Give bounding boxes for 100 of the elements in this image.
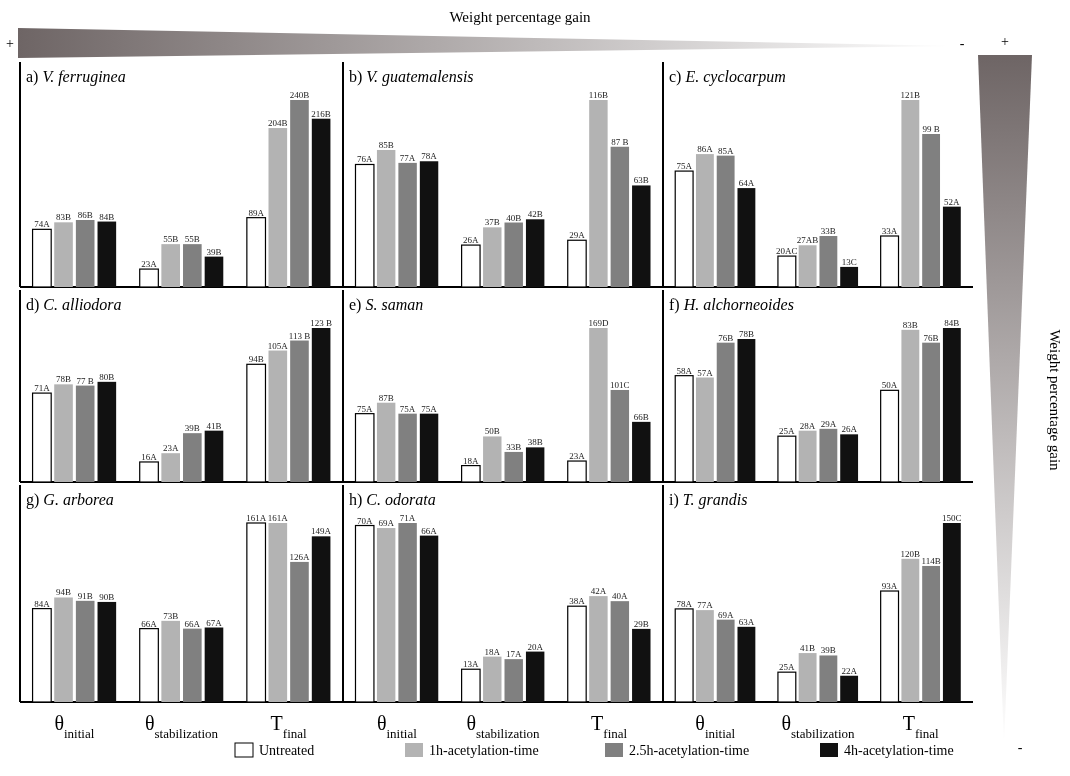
data-label: 20A [527,641,544,652]
bar [483,656,502,702]
bar [483,436,502,482]
x-tick-label: θ$_{initial}$ [695,712,736,741]
text: + [1001,34,1010,49]
data-label: 55B [163,234,179,245]
data-label: 37B [484,217,500,228]
bar [204,256,224,287]
bar [901,100,920,287]
data-label: 101C [610,379,630,390]
bar [589,328,608,482]
bar [75,385,95,482]
data-label: 149A [311,526,332,537]
chart-title: i) T. grandis [669,491,748,509]
data-label: 77A [697,600,714,611]
bar [376,528,396,702]
bar [504,659,523,702]
bar [97,381,117,482]
data-label: 58A [676,365,693,376]
data-label: 85B [378,139,394,150]
bar [942,328,961,482]
data-label: 74A [34,219,51,230]
bar [589,100,608,287]
bar [419,161,439,287]
bar [525,219,545,287]
bar [737,626,756,702]
x-tick-label: θ$_{stabilization}$ [781,712,856,741]
data-label: 240B [289,90,310,100]
bar [942,523,961,702]
bar [922,565,941,702]
bar [204,430,224,482]
data-label: 33B [820,226,836,236]
data-label: 84B [99,211,115,222]
data-label: 26A [841,424,858,435]
data-label: 73B [163,610,179,621]
bar [376,149,396,287]
data-label: 76B [718,332,734,343]
data-label: 161A [267,513,289,523]
bar [901,329,920,482]
data-label: 113 B [288,330,311,341]
bar [161,620,180,702]
bar [798,653,817,702]
data-label: 86A [697,144,714,155]
chart-title: f) H. alchorneoides [669,296,794,314]
data-label: 83B [56,212,72,223]
bar [610,601,630,702]
bar [311,536,331,702]
bar [716,342,735,482]
bar [398,413,417,482]
data-label: 78A [421,151,438,162]
data-label: 75A [421,403,438,414]
x-tick-label: θ$_{initial}$ [376,712,418,741]
data-label: 38B [527,437,543,448]
bar [695,154,714,287]
bar [901,558,920,702]
bar [54,597,73,702]
x-tick-label: θ$_{stabilization}$ [144,712,219,741]
data-label: 87B [378,392,394,403]
data-label: 85A [717,145,734,156]
bar [204,627,224,702]
data-label: 16A [141,451,158,462]
bar [290,100,309,287]
bar [695,610,714,702]
chart-title: a) V. ferruginea [26,68,126,86]
bar [798,245,817,287]
bar [922,134,941,287]
bar [268,350,288,482]
data-label: 66A [184,618,201,629]
data-label: 27AB [796,235,819,246]
data-label: 18A [484,646,501,657]
data-label: 91B [77,590,93,601]
text: Weight percentage gain [449,9,592,25]
text: - [959,36,965,51]
text: Weight percentage gain [1047,329,1063,472]
bar [376,402,396,482]
data-label: 77A [399,152,416,163]
data-label: 105A [267,340,289,351]
data-label: 39B [820,645,836,656]
bar [290,340,309,482]
bar [737,339,756,482]
data-label: 70A [356,515,373,526]
data-label: 94B [248,354,264,365]
bar [716,619,735,702]
data-label: 41B [206,420,222,431]
bar [840,266,859,287]
bar [483,227,502,287]
data-label: 77 B [76,375,94,386]
bar [610,389,630,482]
data-label: 67A [206,617,223,628]
data-label: 66A [141,618,158,629]
bar [840,675,859,702]
bar [922,342,941,482]
data-label: 94B [56,587,72,598]
data-label: 41B [800,643,816,654]
data-label: 42A [590,586,607,597]
bar [695,377,714,482]
bar [97,601,117,702]
bar [504,451,523,482]
data-label: 50B [484,426,500,437]
data-label: 29A [569,230,586,241]
